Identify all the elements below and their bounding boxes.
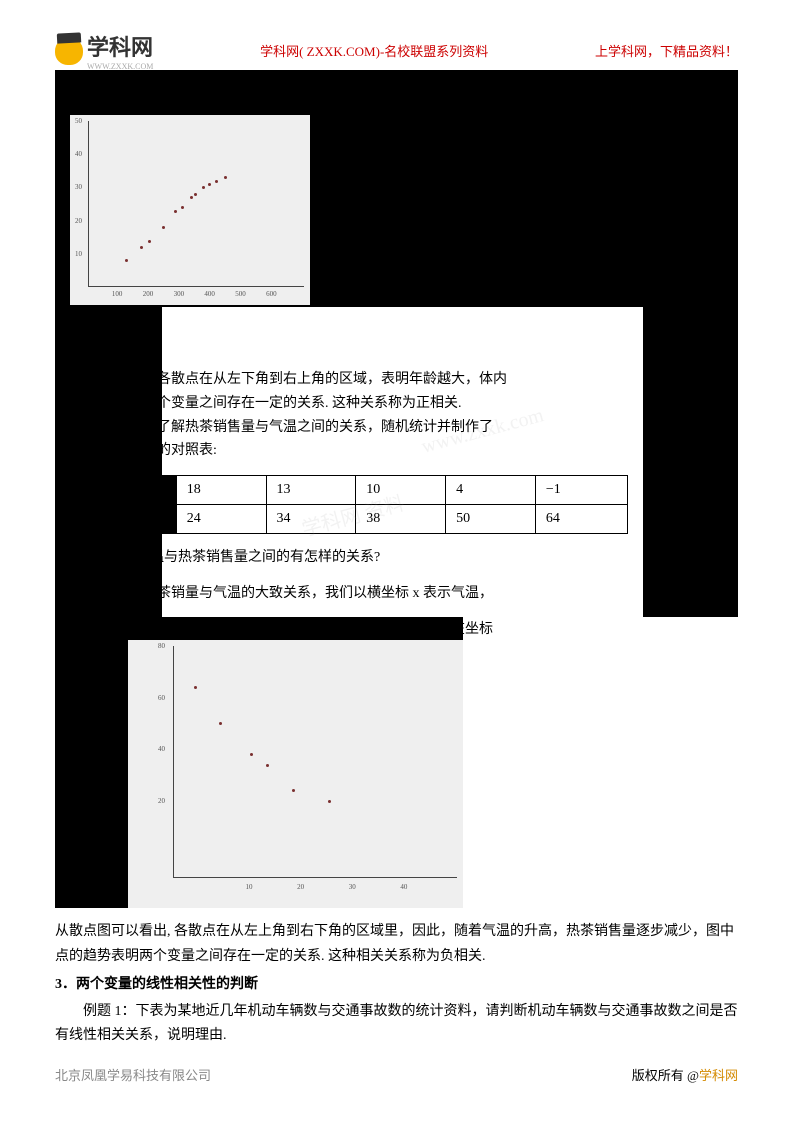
redaction-mask (643, 307, 738, 617)
table-cell: −1 (535, 476, 627, 505)
table-cell: 64 (535, 505, 627, 534)
table-cell: 10 (356, 476, 446, 505)
data-table: 18 13 10 4 −1 24 34 38 50 64 (68, 475, 628, 534)
table-cell (122, 476, 176, 505)
header-right-text: 上学科网，下精品资料！ (595, 41, 738, 60)
scatter-chart-1: 1020304050100200300400500600 (70, 115, 310, 305)
table-cell: 24 (176, 505, 266, 534)
page-footer: 北京凤凰学易科技有限公司 版权所有 @学科网 (55, 1065, 738, 1084)
table-cell (69, 476, 123, 505)
text-line: 看出，各散点在从左下角到右上角的区域，表明年龄越大，体内 (115, 372, 507, 387)
text-line: 立直角坐标系，将表中数据构成的 6 个数对所表示的点在坐标 (115, 622, 493, 637)
page-header: 学科网 WWW.ZXXK.COM 学科网( ZXXK.COM)-名校联盟系列资料… (55, 30, 738, 71)
table-cell: 34 (266, 505, 356, 534)
header-center-text: 学科网( ZXXK.COM)-名校联盟系列资料 (260, 41, 488, 60)
footer-copyright: 版权所有 @学科网 (632, 1065, 738, 1084)
table-row: 18 13 10 4 −1 (69, 476, 628, 505)
table-cell: 18 (176, 476, 266, 505)
text-line: 表明两个变量之间存在一定的关系. 这种关系称为正相关. (115, 396, 462, 411)
site-logo: 学科网 WWW.ZXXK.COM (55, 30, 153, 71)
footer-company: 北京凤凰学易科技有限公司 (55, 1065, 211, 1084)
table-cell: 13 (266, 476, 356, 505)
logo-icon (55, 37, 83, 65)
scatter-chart-2: 2040608010203040 (128, 640, 463, 908)
bottom-paragraphs: 从散点图可以看出, 各散点在从左上角到右下角的区域里，因此，随着气温的升高，热茶… (55, 920, 738, 1049)
section-heading: 3．两个变量的线性相关性的判断 (55, 973, 738, 998)
text-line: 部为了了解热茶销售量与气温之间的关系，随机统计并制作了 (115, 420, 493, 435)
paragraph: 例题 1：下表为某地近几年机动车辆数与交通事故数的统计资料，请判断机动车辆数与交… (55, 1000, 738, 1049)
table-cell: 38 (356, 505, 446, 534)
table-cell (122, 505, 176, 534)
table-cell: 4 (446, 476, 536, 505)
table-cell (69, 505, 123, 534)
paragraph: 从散点图可以看出, 各散点在从左上角到右下角的区域里，因此，随着气温的升高，热茶… (55, 920, 738, 969)
logo-text: 学科网 (87, 30, 153, 62)
table-row: 24 34 38 50 64 (69, 505, 628, 534)
text-line: 了解热茶销量与气温的大致关系，我们以横坐标 x 表示气温， (115, 586, 493, 601)
redaction-mask (55, 307, 162, 617)
redaction-mask (55, 617, 128, 908)
table-cell: 50 (446, 505, 536, 534)
